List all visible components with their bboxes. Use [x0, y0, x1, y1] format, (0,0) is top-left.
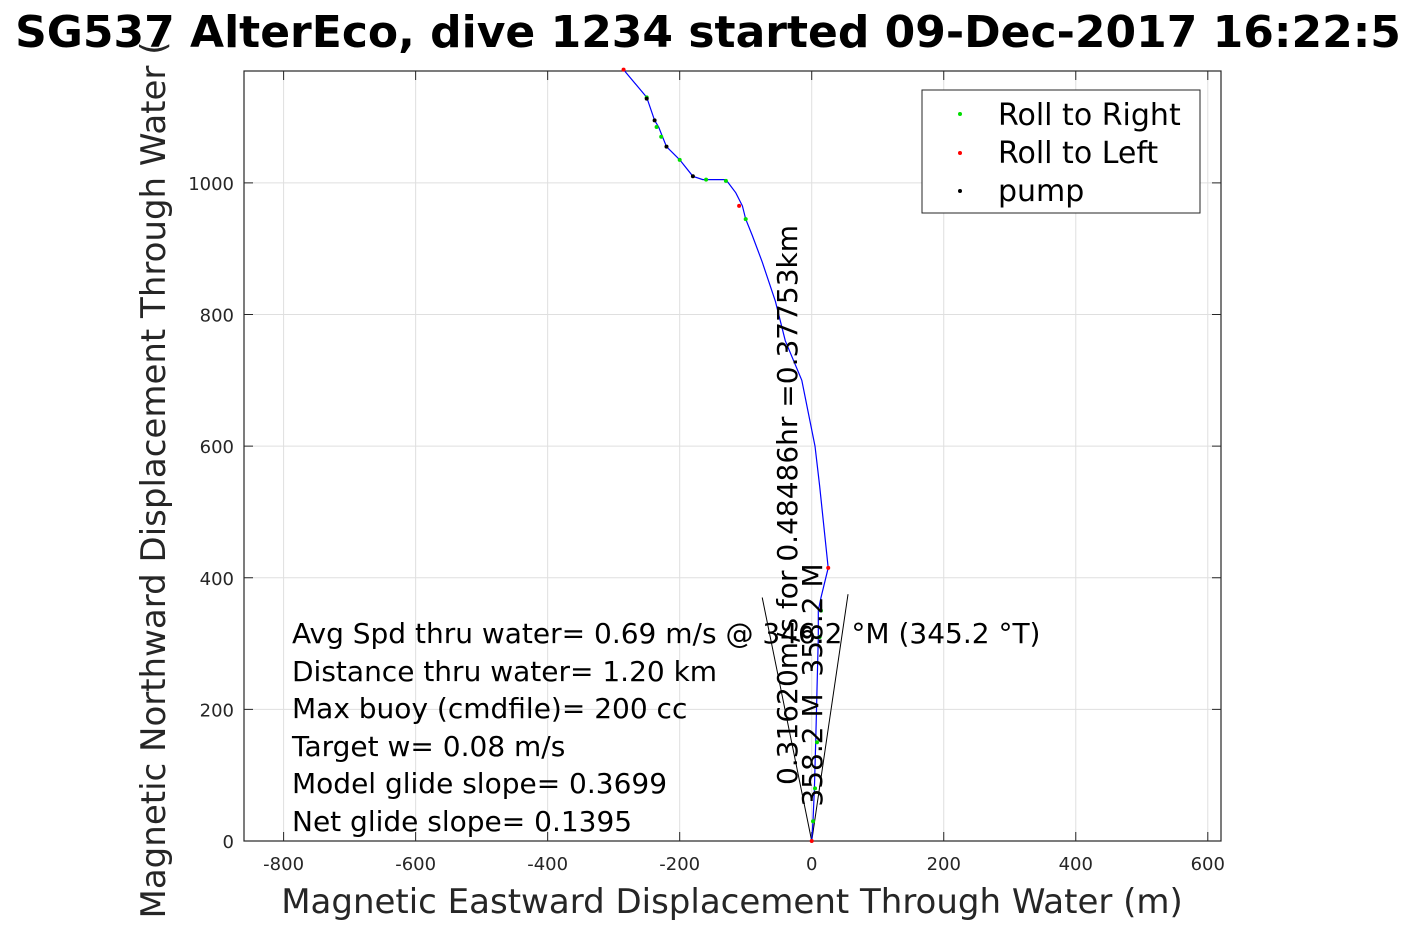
heading-direction-line — [811, 594, 849, 842]
chart-title: SG537 AlterEco, dive 1234 started 09-Dec… — [15, 7, 1401, 58]
stats-annotations: Avg Spd thru water= 0.69 m/s @ 346.2 °M … — [291, 617, 1040, 838]
roll-right-point — [743, 217, 748, 222]
y-tick-label: 0 — [223, 832, 234, 853]
x-tick-label: 400 — [1059, 854, 1093, 875]
legend-marker-left — [958, 151, 962, 155]
annotation-net-glide: Net glide slope= 0.1395 — [292, 805, 632, 838]
y-axis-label: Magnetic Northward Displacement Through … — [134, 42, 174, 919]
y-tick-label: 800 — [200, 306, 234, 327]
heading-label-upper: 358.2 M — [796, 563, 829, 676]
x-tick-labels: -800 -600 -400 -200 0 200 400 600 — [263, 854, 1225, 875]
x-tick-label: 200 — [927, 854, 961, 875]
x-tick-label: 0 — [806, 854, 817, 875]
x-axis-label: Magnetic Eastward Displacement Through W… — [281, 882, 1183, 922]
x-tick-label: -800 — [263, 854, 304, 875]
x-tick-label: -600 — [395, 854, 436, 875]
legend-marker-pump — [958, 189, 962, 193]
legend-label-left: Roll to Left — [998, 136, 1158, 171]
y-tick-label: 200 — [200, 700, 234, 721]
roll-right-point — [818, 608, 823, 613]
roll-right-point — [723, 178, 728, 183]
roll-left-point — [826, 565, 831, 570]
roll-left-point — [737, 203, 742, 208]
roll-left-point — [621, 67, 626, 72]
roll-right-point — [704, 177, 709, 182]
track-points — [621, 67, 831, 843]
y-tick-label: 600 — [200, 437, 234, 458]
annotation-model-glide: Model glide slope= 0.3699 — [292, 767, 667, 800]
roll-right-point — [814, 740, 819, 745]
axis-ticks — [244, 71, 1221, 842]
legend: Roll to Right Roll to Left pump — [921, 89, 1201, 214]
roll-right-point — [659, 134, 664, 139]
legend-label-right: Roll to Right — [998, 98, 1181, 133]
roll-right-point — [811, 819, 816, 824]
pump-point — [664, 144, 669, 149]
heading-direction-line — [761, 597, 813, 842]
y-tick-label: 400 — [200, 569, 234, 590]
annotation-target-w: Target w= 0.08 m/s — [291, 730, 565, 763]
pump-point — [644, 96, 649, 101]
x-tick-label: -200 — [659, 854, 700, 875]
y-tick-labels: 0 200 400 600 800 1000 — [188, 174, 234, 853]
y-tick-label: 1000 — [188, 174, 234, 195]
legend-marker-right — [958, 112, 962, 116]
annotation-avg-speed: Avg Spd thru water= 0.69 m/s @ 346.2 °M … — [292, 617, 1040, 650]
heading-label-lower: 358.2 M — [796, 693, 829, 806]
roll-right-point — [817, 634, 822, 639]
roll-right-point — [813, 786, 818, 791]
speed-distance-label: 0.31620m/s for 0.48486hr =0.37753km — [771, 225, 804, 785]
plot-area — [243, 70, 1222, 842]
x-tick-label: -400 — [527, 854, 568, 875]
annotation-max-buoy: Max buoy (cmdfile)= 200 cc — [292, 692, 687, 725]
pump-point — [652, 118, 657, 123]
legend-box — [921, 89, 1201, 214]
roll-right-point — [654, 124, 659, 129]
annotation-distance: Distance thru water= 1.20 km — [292, 655, 717, 688]
direction-lines — [761, 594, 849, 842]
roll-left-point — [809, 839, 814, 843]
pump-point — [690, 174, 695, 179]
x-tick-label: 600 — [1191, 854, 1225, 875]
roll-right-point — [677, 157, 682, 162]
legend-label-pump: pump — [998, 174, 1084, 209]
